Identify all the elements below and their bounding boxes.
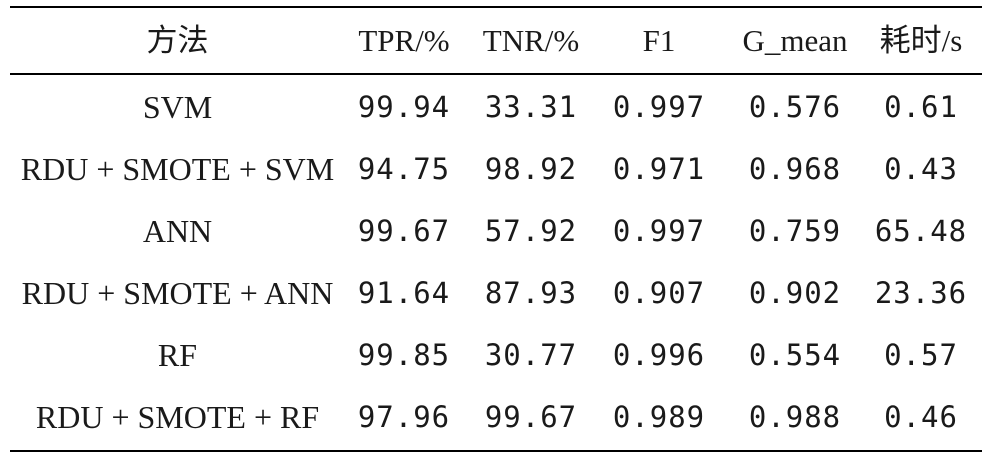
gmean-cell: 0.576	[748, 90, 842, 124]
gmean-cell: 0.759	[748, 214, 842, 248]
gmean-cell: 0.968	[748, 152, 842, 186]
time-cell: 0.57	[884, 338, 958, 372]
header-tpr: TPR/%	[358, 23, 450, 58]
f1-cell: 0.907	[612, 276, 706, 310]
tpr-cell: 99.94	[357, 90, 451, 124]
f1-cell: 0.997	[612, 90, 706, 124]
gmean-cell: 0.554	[748, 338, 842, 372]
tpr-cell: 99.67	[357, 214, 451, 248]
tnr-cell: 98.92	[484, 152, 578, 186]
tnr-cell: 33.31	[484, 90, 578, 124]
method-cell: RDU + SMOTE + ANN	[21, 275, 334, 311]
gmean-cell: 0.988	[748, 400, 842, 434]
f1-cell: 0.989	[612, 400, 706, 434]
table-row: ANN 99.67 57.92 0.997 0.759 65.48	[10, 200, 982, 262]
time-cell: 23.36	[874, 276, 968, 310]
header-method: 方法	[146, 23, 209, 58]
table-row: RDU + SMOTE + SVM 94.75 98.92 0.971 0.96…	[10, 138, 982, 200]
method-cell: RF	[157, 337, 198, 373]
time-cell: 0.61	[884, 90, 958, 124]
f1-cell: 0.971	[612, 152, 706, 186]
time-cell: 65.48	[874, 214, 968, 248]
method-cell: ANN	[142, 213, 213, 249]
f1-cell: 0.997	[612, 214, 706, 248]
method-cell: RDU + SMOTE + RF	[35, 399, 320, 435]
tnr-cell: 30.77	[484, 338, 578, 372]
gmean-cell: 0.902	[748, 276, 842, 310]
header-time: 耗时/s	[879, 23, 963, 58]
tnr-cell: 87.93	[484, 276, 578, 310]
header-row: 方法 TPR/% TNR/% F1 G_mean 耗时/s	[10, 10, 982, 72]
time-cell: 0.43	[884, 152, 958, 186]
tpr-cell: 91.64	[357, 276, 451, 310]
table-row: RDU + SMOTE + RF 97.96 99.67 0.989 0.988…	[10, 386, 982, 448]
method-cell: RDU + SMOTE + SVM	[20, 151, 335, 187]
results-table: 方法 TPR/% TNR/% F1 G_mean 耗时/s SVM 99.94 …	[10, 0, 982, 464]
header-rule	[10, 73, 982, 75]
table-row: RF 99.85 30.77 0.996 0.554 0.57	[10, 324, 982, 386]
tnr-cell: 99.67	[484, 400, 578, 434]
header-tnr: TNR/%	[482, 23, 580, 58]
f1-cell: 0.996	[612, 338, 706, 372]
bottom-rule	[10, 450, 982, 452]
header-gmean: G_mean	[742, 23, 848, 58]
time-cell: 0.46	[884, 400, 958, 434]
top-rule	[10, 6, 982, 8]
table-row: SVM 99.94 33.31 0.997 0.576 0.61	[10, 76, 982, 138]
tnr-cell: 57.92	[484, 214, 578, 248]
table-row: RDU + SMOTE + ANN 91.64 87.93 0.907 0.90…	[10, 262, 982, 324]
header-f1: F1	[642, 23, 676, 58]
tpr-cell: 94.75	[357, 152, 451, 186]
method-cell: SVM	[142, 89, 213, 125]
tpr-cell: 97.96	[357, 400, 451, 434]
tpr-cell: 99.85	[357, 338, 451, 372]
